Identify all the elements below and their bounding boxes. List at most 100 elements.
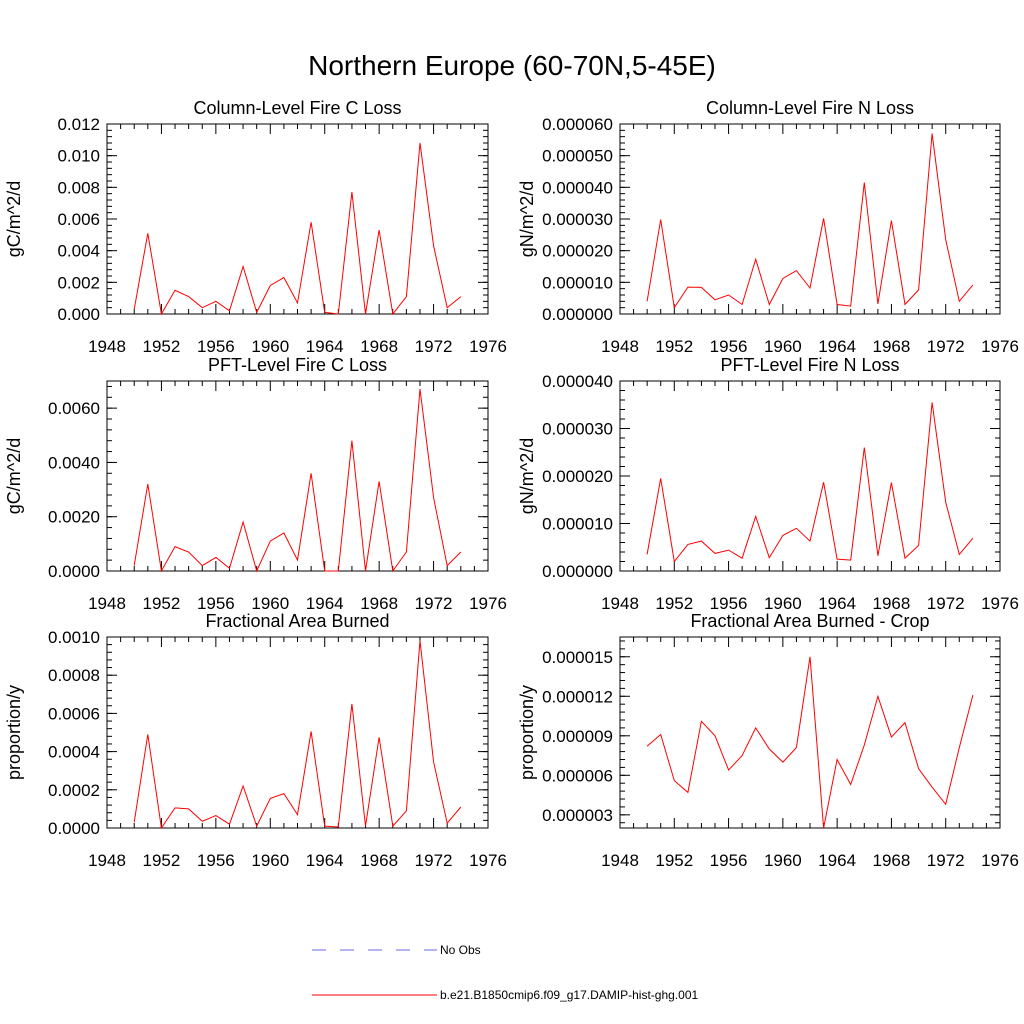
y-tick-label: 0.000 [57,305,100,324]
y-tick-label: 0.000040 [542,178,613,197]
x-tick-label: 1976 [981,337,1019,356]
x-tick-label: 1952 [655,594,693,613]
y-tick-label: 0.000015 [542,648,613,667]
y-tick-label: 0.0008 [48,666,100,685]
panel-title: PFT-Level Fire C Loss [208,355,387,375]
y-tick-label: 0.0040 [48,453,100,472]
y-tick-label: 0.000000 [542,305,613,324]
x-tick-label: 1976 [469,594,507,613]
x-tick-label: 1956 [710,851,748,870]
x-tick-label: 1952 [143,851,181,870]
y-tick-label: 0.0020 [48,508,100,527]
x-tick-label: 1948 [88,851,126,870]
x-tick-label: 1952 [143,594,181,613]
x-tick-label: 1976 [469,337,507,356]
y-tick-label: 0.000010 [542,273,613,292]
y-tick-label: 0.010 [57,147,100,166]
x-tick-label: 1968 [360,594,398,613]
panel-5: Fractional Area Burned proportion/y 1948 19… [4,611,507,870]
legend-no-obs-label: No Obs [440,943,481,957]
y-axis-label: gN/m^2/d [517,181,537,257]
x-tick-label: 1956 [710,337,748,356]
x-tick-label: 1964 [818,337,856,356]
plot-frame [106,123,489,315]
x-tick-label: 1976 [469,851,507,870]
x-tick-label: 1976 [981,594,1019,613]
x-tick-label: 1964 [306,337,344,356]
x-tick-label: 1956 [710,594,748,613]
x-tick-label: 1964 [306,851,344,870]
x-tick-label: 1960 [251,851,289,870]
y-axis-label: proportion/y [4,685,24,780]
x-tick-label: 1956 [197,594,235,613]
y-tick-label: 0.000003 [542,806,613,825]
series-line [646,656,974,829]
x-tick-label: 1956 [197,337,235,356]
y-tick-label: 0.000020 [542,242,613,261]
x-tick-label: 1952 [655,851,693,870]
panel-3: PFT-Level Fire C Loss gC/m^2/d 1948 1952 195… [4,355,507,613]
x-tick-label: 1948 [601,594,639,613]
x-tick-label: 1968 [360,337,398,356]
panel-title: Fractional Area Burned [205,611,389,631]
y-tick-label: 0.0000 [48,819,100,838]
y-axis-label: proportion/y [517,685,537,780]
x-tick-label: 1952 [143,337,181,356]
y-tick-label: 0.000040 [542,372,613,391]
panel-title: Column-Level Fire N Loss [706,98,914,118]
y-axis-label: gC/m^2/d [4,181,24,257]
y-tick-label: 0.002 [57,273,100,292]
y-tick-label: 0.000009 [542,727,613,746]
panel-1: Column-Level Fire C Loss gC/m^2/d 1948 1952… [4,98,507,356]
panels: Column-Level Fire C Loss gC/m^2/d 1948 1952… [4,98,1019,870]
x-tick-label: 1968 [360,851,398,870]
figure-title: Northern Europe (60-70N,5-45E) [308,50,716,81]
panel-title: Column-Level Fire C Loss [193,98,401,118]
x-tick-label: 1968 [873,851,911,870]
y-tick-label: 0.008 [57,178,100,197]
panel-title: PFT-Level Fire N Loss [720,355,899,375]
x-tick-label: 1964 [818,851,856,870]
y-tick-label: 0.000060 [542,115,613,134]
x-tick-label: 1956 [197,851,235,870]
series-line [133,142,462,316]
plot-frame [619,380,1001,572]
x-tick-label: 1968 [873,594,911,613]
y-tick-label: 0.0006 [48,704,100,723]
x-tick-label: 1972 [415,337,453,356]
y-tick-label: 0.000050 [542,147,613,166]
panel-title: Fractional Area Burned - Crop [690,611,929,631]
x-tick-label: 1952 [655,337,693,356]
y-tick-label: 0.0004 [48,743,100,762]
series-line [133,389,462,573]
y-tick-label: 0.000010 [542,515,613,534]
x-tick-label: 1960 [251,337,289,356]
panel-2: Column-Level Fire N Loss gN/m^2/d 1948 1952… [517,98,1019,356]
y-tick-label: 0.000006 [542,766,613,785]
y-tick-label: 0.000030 [542,210,613,229]
y-tick-label: 0.0060 [48,399,100,418]
panel-4: PFT-Level Fire N Loss gN/m^2/d 1948 1952 195… [517,355,1019,613]
x-tick-label: 1968 [873,337,911,356]
legend-run-label: b.e21.B1850cmip6.f09_g17.DAMIP-hist-ghg.… [440,988,698,1002]
x-tick-label: 1964 [818,594,856,613]
legend: No Obs b.e21.B1850cmip6.f09_g17.DAMIP-hi… [312,943,698,1002]
x-tick-label: 1964 [306,594,344,613]
y-tick-label: 0.000030 [542,420,613,439]
x-tick-label: 1948 [601,851,639,870]
y-tick-label: 0.000012 [542,687,613,706]
x-tick-label: 1972 [415,851,453,870]
x-tick-label: 1948 [601,337,639,356]
x-tick-label: 1948 [88,337,126,356]
y-axis-label: gN/m^2/d [517,438,537,514]
x-tick-label: 1948 [88,594,126,613]
x-tick-label: 1972 [927,851,965,870]
y-axis-label: gC/m^2/d [4,438,24,514]
y-tick-label: 0.0002 [48,781,100,800]
x-tick-label: 1960 [764,594,802,613]
y-tick-label: 0.004 [57,242,100,261]
y-tick-label: 0.012 [57,115,100,134]
y-tick-label: 0.000000 [542,562,613,581]
x-tick-label: 1960 [764,851,802,870]
